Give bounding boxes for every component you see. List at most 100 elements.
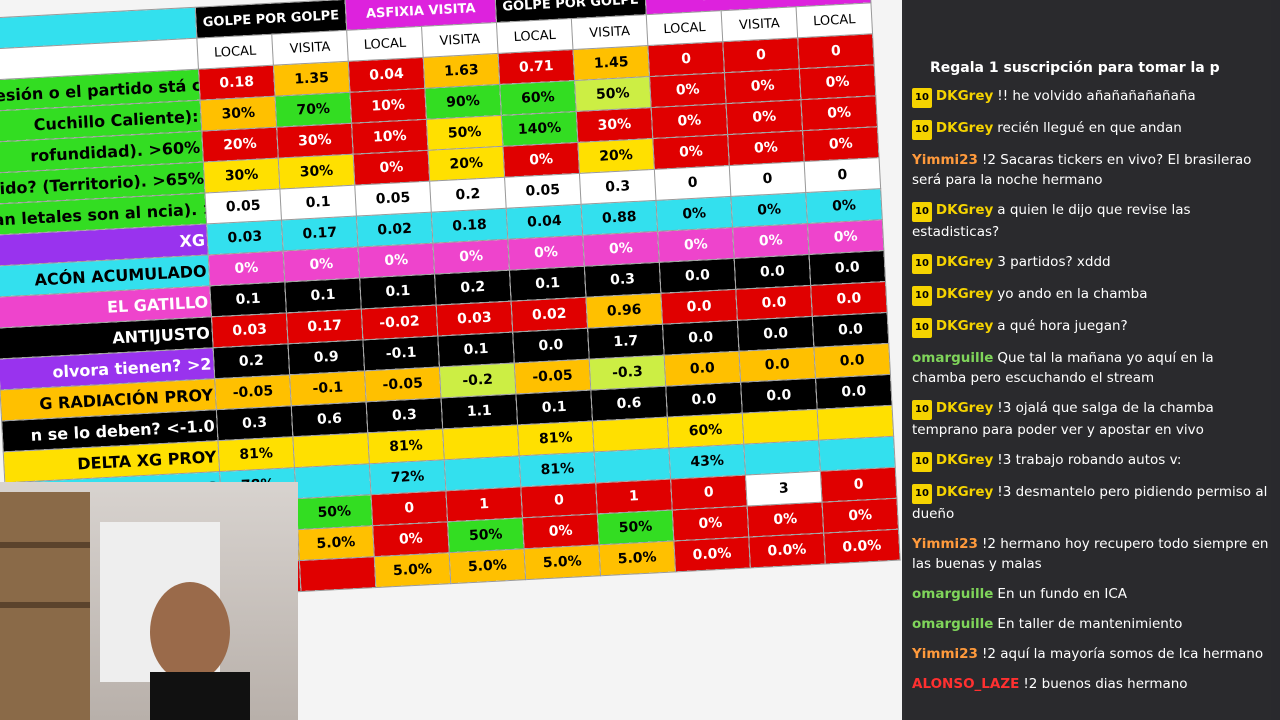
stat-cell bbox=[743, 440, 821, 476]
chat-user: DKGrey bbox=[935, 120, 994, 136]
stat-cell: 60% bbox=[499, 80, 577, 116]
stat-cell: 0.0 bbox=[512, 328, 590, 364]
stat-cell: 70% bbox=[274, 92, 352, 128]
stat-cell: 1.7 bbox=[587, 324, 665, 360]
stat-cell: 1.45 bbox=[572, 45, 650, 81]
stat-cell: 0 bbox=[722, 37, 800, 73]
chat-user: Yimmi23 bbox=[912, 536, 978, 552]
stat-cell: 0.3 bbox=[579, 169, 656, 205]
chat-text: En un fundo en ICA bbox=[997, 586, 1127, 602]
stat-cell: 0% bbox=[747, 502, 824, 537]
sub-badge: 10 bbox=[912, 88, 932, 108]
sub-badge: 10 bbox=[912, 286, 932, 306]
chat-user: DKGrey bbox=[935, 400, 994, 416]
chat-message: 10 DKGrey 3 partidos? xddd bbox=[912, 252, 1270, 274]
chat-message: omarguille En taller de mantenimiento bbox=[912, 614, 1270, 634]
stat-cell: 0% bbox=[805, 188, 883, 224]
stat-cell: 0.05 bbox=[204, 189, 282, 224]
stat-cell: 0.88 bbox=[581, 200, 658, 236]
stat-cell: 0.0 bbox=[740, 378, 818, 414]
stat-cell: 0% bbox=[802, 126, 880, 162]
stat-cell: -0.3 bbox=[589, 355, 666, 391]
stat-cell: 0% bbox=[724, 68, 801, 104]
chat-text: !2 buenos dias hermano bbox=[1023, 676, 1188, 692]
stat-cell: 0.03 bbox=[206, 219, 284, 255]
column-header: VISITA bbox=[571, 14, 648, 50]
stat-cell: -0.1 bbox=[289, 370, 367, 406]
sub-badge: 10 bbox=[912, 318, 932, 338]
chat-user: DKGrey bbox=[935, 286, 994, 302]
stat-cell: -0.05 bbox=[514, 359, 591, 394]
stat-cell: 0.0 bbox=[665, 382, 743, 418]
stat-cell: 0.1 bbox=[509, 266, 586, 302]
stat-cell: 81% bbox=[519, 451, 596, 487]
stat-cell: 20% bbox=[428, 146, 505, 182]
stat-cell: 0.04 bbox=[506, 204, 583, 240]
chat-message: 10 DKGrey!! he volvido añañañañañaña bbox=[912, 86, 1270, 108]
stat-cell bbox=[444, 455, 521, 491]
stat-cell: 0% bbox=[727, 130, 805, 166]
chat-text: recién llegué en que andan bbox=[997, 120, 1182, 136]
stat-cell: 3 bbox=[745, 471, 822, 507]
stat-cell: 0.0% bbox=[673, 536, 751, 572]
stat-cell: 0% bbox=[507, 235, 585, 271]
stat-cell: 0.1 bbox=[279, 185, 357, 220]
stat-cell: 0.2 bbox=[434, 270, 512, 306]
stat-cell: 0% bbox=[353, 150, 430, 186]
chat-messages: 10 DKGrey!! he volvido añañañañañaña 10 DKG… bbox=[902, 86, 1280, 694]
stat-cell: 0% bbox=[649, 72, 727, 108]
stat-cell: 60% bbox=[667, 413, 744, 449]
stat-cell: 5.0% bbox=[598, 540, 676, 576]
stat-cell: 20% bbox=[201, 127, 279, 163]
stat-cell: 0 bbox=[729, 161, 806, 197]
sub-badge: 10 bbox=[912, 484, 932, 504]
stat-cell bbox=[292, 432, 370, 468]
stat-cell: 1.35 bbox=[273, 61, 350, 97]
stat-cell: 0.0 bbox=[809, 250, 886, 286]
stat-cell: 0.02 bbox=[356, 212, 433, 248]
stat-cell: 50% bbox=[296, 494, 373, 530]
stat-cell: 0.17 bbox=[281, 216, 359, 251]
stat-cell: 0.1 bbox=[284, 277, 362, 313]
stat-cell: 0.0 bbox=[662, 320, 739, 356]
stat-cell: 0.6 bbox=[590, 386, 668, 422]
stat-cell: -0.02 bbox=[361, 305, 438, 340]
stat-cell bbox=[817, 405, 894, 441]
chat-message: 10 DKGrey yo ando en la chamba bbox=[912, 284, 1270, 306]
stat-cell: 5.0% bbox=[449, 548, 526, 584]
stat-cell: 0.3 bbox=[366, 397, 443, 433]
stat-cell: 0.1 bbox=[359, 274, 437, 309]
stat-cell bbox=[299, 556, 376, 592]
stat-cell: 0% bbox=[807, 219, 884, 255]
stat-cell: 0.0 bbox=[815, 374, 893, 410]
chat-message: 10 DKGrey recién llegué en que andan bbox=[912, 118, 1270, 140]
stat-cell: 0.71 bbox=[498, 49, 575, 85]
chat-message: Yimmi23 !2 Sacaras tickers en vivo? El br… bbox=[912, 150, 1270, 190]
stat-cell: 0.05 bbox=[354, 181, 432, 217]
stat-cell: 0.0 bbox=[812, 312, 889, 348]
stat-cell: 0.2 bbox=[429, 177, 507, 213]
chat-text: Que tal la mañana yo aquí en la chamba p… bbox=[912, 350, 1214, 386]
chat-user: DKGrey bbox=[935, 318, 994, 334]
stat-cell: 0.0 bbox=[734, 254, 811, 290]
chat-user: Yimmi23 bbox=[912, 152, 978, 168]
stat-cell: 0.0 bbox=[659, 258, 736, 294]
chat-text: 3 partidos? xddd bbox=[997, 254, 1111, 270]
stat-cell: 0% bbox=[582, 231, 660, 267]
webcam bbox=[0, 482, 298, 720]
stat-cell: 5.0% bbox=[524, 544, 601, 580]
stat-cell: 0% bbox=[657, 227, 735, 263]
stat-cell: 0.18 bbox=[431, 208, 508, 244]
stat-cell: 0 bbox=[797, 33, 875, 69]
stat-cell: 0.03 bbox=[436, 301, 513, 336]
stat-cell: 0.0 bbox=[738, 347, 816, 383]
stat-cell: 0.02 bbox=[511, 297, 588, 333]
chat-text: !2 Sacaras tickers en vivo? El brasilera… bbox=[912, 152, 1252, 188]
chat-text: !3 desmantelo pero pidiendo permiso al d… bbox=[912, 484, 1268, 522]
chat-text: !2 hermano hoy recupero todo siempre en … bbox=[912, 536, 1269, 572]
stat-cell: 0 bbox=[670, 475, 748, 510]
chat-message: 10 DKGrey !3 desmantelo pero pidiendo perm… bbox=[912, 482, 1270, 524]
stat-cell: 1.63 bbox=[423, 53, 500, 89]
stat-cell: 0% bbox=[283, 247, 360, 282]
stat-cell: 5.0% bbox=[374, 552, 451, 588]
